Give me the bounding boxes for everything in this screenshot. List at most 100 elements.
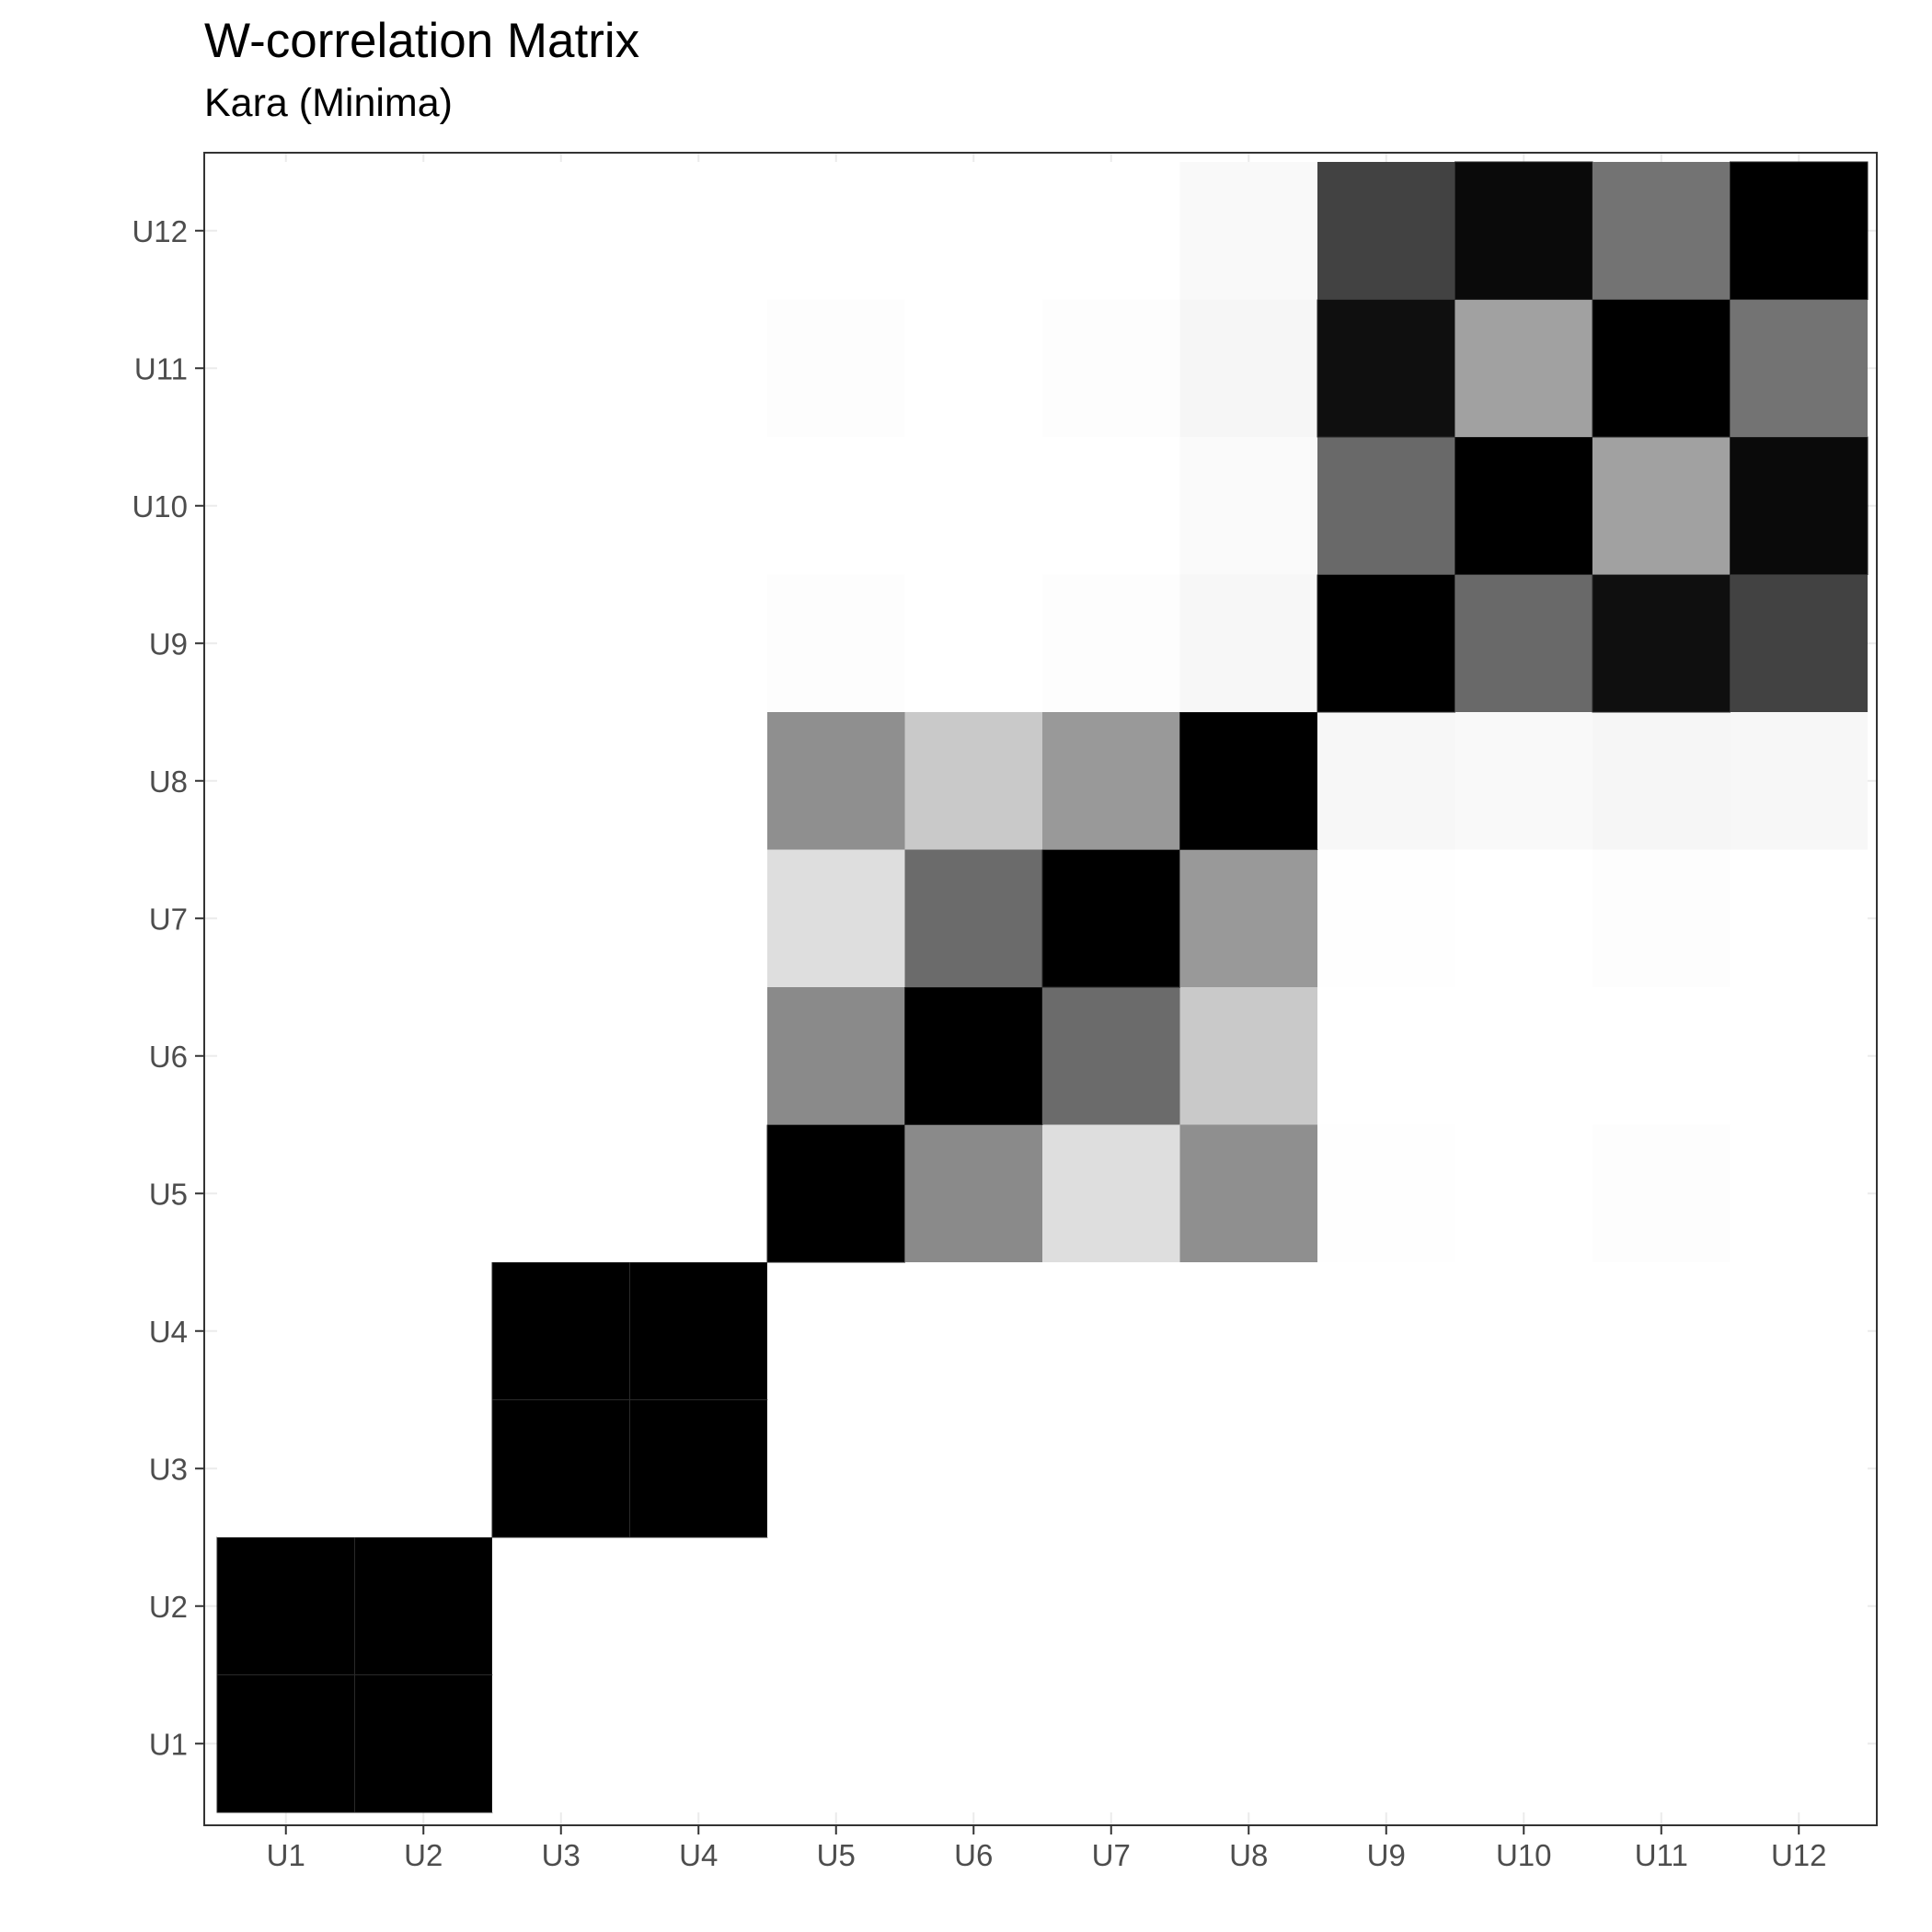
heatmap-cell-u12-u7 [1042, 162, 1180, 300]
heatmap-cell-u5-u3 [492, 1124, 630, 1262]
heatmap-cell-u11-u6 [904, 299, 1042, 437]
heatmap-cell-u12-u6 [904, 162, 1042, 300]
axes: U1 U2 U3 U4 U5 U6 U7 U8 U9 U10 U11 U12 U1 U2 U3 U4 U5 U6 U… [132, 214, 1826, 1872]
x-tick-label: U10 [1496, 1838, 1552, 1872]
heatmap-cell-u1-u4 [629, 1674, 767, 1812]
y-tick-label: U11 [134, 351, 188, 385]
heatmap-cell-u3-u1 [217, 1399, 355, 1537]
heatmap-cell-u12-u12 [1730, 161, 1869, 300]
heatmap-cell-u6-u3 [492, 987, 630, 1125]
heatmap-cell-u4-u8 [1179, 1262, 1317, 1400]
heatmap-cell-u10-u2 [354, 437, 492, 575]
heatmap-cell-u9-u4 [629, 574, 767, 712]
x-tick-label: U3 [542, 1838, 581, 1872]
y-tick-label: U8 [149, 765, 188, 799]
heatmap-cell-u10-u6 [904, 437, 1042, 575]
heatmap-cell-u4-u12 [1730, 1262, 1868, 1400]
heatmap-cell-u6-u6 [904, 986, 1043, 1125]
heatmap-cell-u5-u9 [1317, 1124, 1455, 1262]
heatmap-cell-u2-u4 [629, 1537, 767, 1675]
heatmap-cell-u5-u10 [1455, 1124, 1593, 1262]
heatmap-cell-u10-u9 [1317, 437, 1455, 575]
heatmap-cell-u8-u10 [1455, 712, 1593, 850]
heatmap-cell-u8-u1 [217, 712, 355, 850]
heatmap-cell-u8-u12 [1730, 712, 1868, 850]
chart-title: W-correlation Matrix [204, 14, 640, 68]
heatmap-cell-u7-u3 [492, 849, 630, 987]
heatmap-cell-u7-u9 [1317, 849, 1455, 987]
heatmap-cell-u12-u9 [1317, 162, 1455, 300]
heatmap-cell-u9-u1 [217, 574, 355, 712]
heatmap-cell-u2-u11 [1593, 1537, 1731, 1675]
heatmap-cell-u2-u3 [492, 1537, 630, 1675]
heatmap-cell-u6-u8 [1179, 987, 1317, 1125]
heatmap-cell-u5-u5 [766, 1124, 905, 1263]
heatmap-cell-u9-u11 [1592, 574, 1731, 713]
heatmap-cell-u12-u8 [1179, 162, 1317, 300]
heatmap-cell-u11-u1 [217, 299, 355, 437]
heatmap-cell-u10-u4 [629, 437, 767, 575]
heatmap-cell-u7-u5 [767, 849, 905, 987]
heatmap-cell-u10-u1 [217, 437, 355, 575]
heatmap-cell-u7-u11 [1593, 849, 1731, 987]
heatmap-cell-u1-u1 [216, 1674, 355, 1813]
heatmap-cell-u7-u10 [1455, 849, 1593, 987]
heatmap-cell-u1-u2 [354, 1674, 493, 1813]
x-tick-label: U12 [1771, 1838, 1827, 1872]
y-tick-label: U1 [149, 1727, 188, 1761]
heatmap-cell-u8-u8 [1179, 711, 1318, 850]
heatmap-cell-u1-u5 [767, 1674, 905, 1812]
heatmap-cell-u12-u2 [354, 162, 492, 300]
x-tick-label: U8 [1229, 1838, 1268, 1872]
x-tick-label: U2 [404, 1838, 443, 1872]
heatmap-cell-u8-u7 [1042, 712, 1180, 850]
heatmap-cell-u1-u9 [1317, 1674, 1455, 1812]
heatmap-cell-u1-u12 [1730, 1674, 1868, 1812]
x-tick-label: U6 [954, 1838, 993, 1872]
heatmap-cell-u6-u9 [1317, 987, 1455, 1125]
heatmap-cell-u9-u5 [767, 574, 905, 712]
heatmap-cell-u6-u7 [1042, 987, 1180, 1125]
heatmap-cell-u7-u4 [629, 849, 767, 987]
heatmap-cell-u5-u11 [1593, 1124, 1731, 1262]
heatmap-cell-u7-u6 [904, 849, 1042, 987]
heatmap-cell-u1-u8 [1179, 1674, 1317, 1812]
heatmap-cell-u11-u12 [1730, 299, 1868, 437]
heatmap-cell-u9-u10 [1455, 574, 1593, 712]
heatmap-cell-u2-u6 [904, 1537, 1042, 1675]
heatmap-cell-u11-u11 [1592, 299, 1731, 438]
heatmap-cell-u12-u3 [492, 162, 630, 300]
heatmap-cell-u5-u2 [354, 1124, 492, 1262]
heatmap-cell-u3-u2 [354, 1399, 492, 1537]
heatmap-cell-u10-u7 [1042, 437, 1180, 575]
heatmap-cell-u2-u5 [767, 1537, 905, 1675]
heatmap-cell-u5-u1 [217, 1124, 355, 1262]
heatmap-cell-u12-u1 [217, 162, 355, 300]
heatmap-cell-u1-u11 [1593, 1674, 1731, 1812]
heatmap-cell-u8-u3 [492, 712, 630, 850]
heatmap-cell-u6-u5 [767, 987, 905, 1125]
x-tick-label: U9 [1367, 1838, 1406, 1872]
x-tick-label: U1 [267, 1838, 305, 1872]
heatmap-cell-u1-u6 [904, 1674, 1042, 1812]
y-tick-label: U7 [149, 902, 188, 936]
x-tick-label: U5 [817, 1838, 856, 1872]
heatmap-cell-u6-u2 [354, 987, 492, 1125]
heatmap-cell-u2-u9 [1317, 1537, 1455, 1675]
heatmap-cell-u8-u2 [354, 712, 492, 850]
heatmap-cell-u4-u6 [904, 1262, 1042, 1400]
heatmap-cell-u8-u6 [904, 712, 1042, 850]
heatmap-cell-u2-u2 [354, 1536, 493, 1675]
heatmap-cell-u12-u10 [1455, 161, 1593, 300]
heatmap-cell-u7-u12 [1730, 849, 1868, 987]
heatmap-cell-u6-u4 [629, 987, 767, 1125]
heatmap-cell-u2-u12 [1730, 1537, 1868, 1675]
heatmap-cell-u4-u1 [217, 1262, 355, 1400]
heatmap-cell-u9-u7 [1042, 574, 1180, 712]
heatmap-cell-u10-u3 [492, 437, 630, 575]
heatmap-cell-u3-u7 [1042, 1399, 1180, 1537]
heatmap-cell-u3-u6 [904, 1399, 1042, 1537]
chart-subtitle: Kara (Minima) [204, 81, 453, 125]
heatmap-cell-u1-u3 [492, 1674, 630, 1812]
heatmap-cell-u11-u10 [1455, 299, 1593, 437]
